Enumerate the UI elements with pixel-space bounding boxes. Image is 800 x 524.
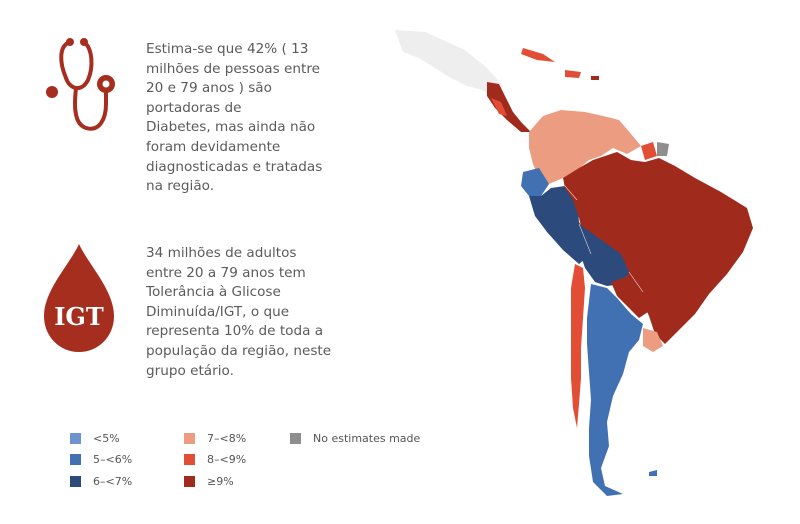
stat-2-line: entre 20 a 79 anos tem (146, 264, 306, 281)
legend-item: 7–<8% (184, 432, 246, 445)
stat-1-line: diagnosticadas e tratadas (146, 158, 323, 175)
legend-item: No estimates made (290, 432, 420, 445)
map-central-america (487, 82, 531, 132)
legend-swatch (70, 476, 81, 487)
stat-2-line: Diminuída/IGT, o que (146, 303, 290, 320)
map-ecuador (521, 168, 549, 196)
legend-swatch (184, 476, 195, 487)
stat-1-line: portadoras de (146, 99, 242, 116)
map-central-america-south (491, 98, 507, 116)
legend-label: 5–<6% (93, 453, 133, 466)
stat-1-line: na região. (146, 178, 215, 195)
blood-drop-icon: IGT (44, 244, 114, 352)
legend-label: 8–<9% (207, 453, 247, 466)
legend-label: No estimates made (313, 432, 421, 445)
legend-swatch (70, 433, 81, 444)
map-french-guiana (657, 142, 669, 156)
legend-swatch (184, 433, 195, 444)
legend-swatch (290, 433, 301, 444)
stat-1-line: milhões de pessoas entre (146, 60, 320, 77)
legend-swatch (184, 454, 195, 465)
igt-text: 34 milhões de adultos entre 20 a 79 anos… (146, 244, 366, 381)
legend-item: ≥9% (184, 475, 234, 488)
legend-item: <5% (70, 432, 120, 445)
legend-item: 6–<7% (70, 475, 132, 488)
map-paraguay (611, 276, 651, 318)
legend-label: 6–<7% (93, 475, 133, 488)
legend-label: ≥9% (207, 475, 234, 488)
stat-1-line: Diabetes, mas ainda não (146, 119, 316, 136)
undiagnosed-diabetes-text: Estima-se que 42% ( 13 milhões de pessoa… (146, 40, 366, 197)
stat-2-line: população da região, neste (146, 342, 332, 359)
map-puerto-rico (591, 76, 599, 80)
map-mexico (395, 30, 503, 100)
legend-label: <5% (93, 432, 120, 445)
stat-2-line: grupo etário. (146, 362, 234, 379)
map-cuba (521, 48, 555, 62)
stat-2-line: representa 10% de toda a (146, 323, 324, 340)
map-northern-south-america (529, 110, 641, 184)
stat-2-line: Tolerância à Glicose (146, 284, 281, 301)
legend-swatch (70, 454, 81, 465)
legend-item: 8–<9% (184, 453, 246, 466)
stat-1-line: 20 e 79 anos ) são (146, 80, 272, 97)
map-bolivia (579, 224, 629, 286)
igt-label: IGT (54, 302, 104, 331)
map-hispaniola (565, 70, 581, 78)
stat-2-line: 34 milhões de adultos (146, 245, 297, 261)
stat-1-line: foram devidamente (146, 138, 281, 155)
map-chile (571, 264, 585, 428)
map-brazil (563, 152, 753, 344)
legend-item: 5–<6% (70, 453, 132, 466)
map-argentina (587, 284, 643, 496)
map-uruguay (643, 328, 663, 352)
legend-label: 7–<8% (207, 432, 247, 445)
map-falklands (649, 470, 657, 476)
stethoscope-icon (46, 38, 115, 131)
stat-1-line: Estima-se que 42% ( 13 (146, 41, 309, 57)
region-map (395, 30, 753, 496)
map-suriname (641, 142, 657, 160)
